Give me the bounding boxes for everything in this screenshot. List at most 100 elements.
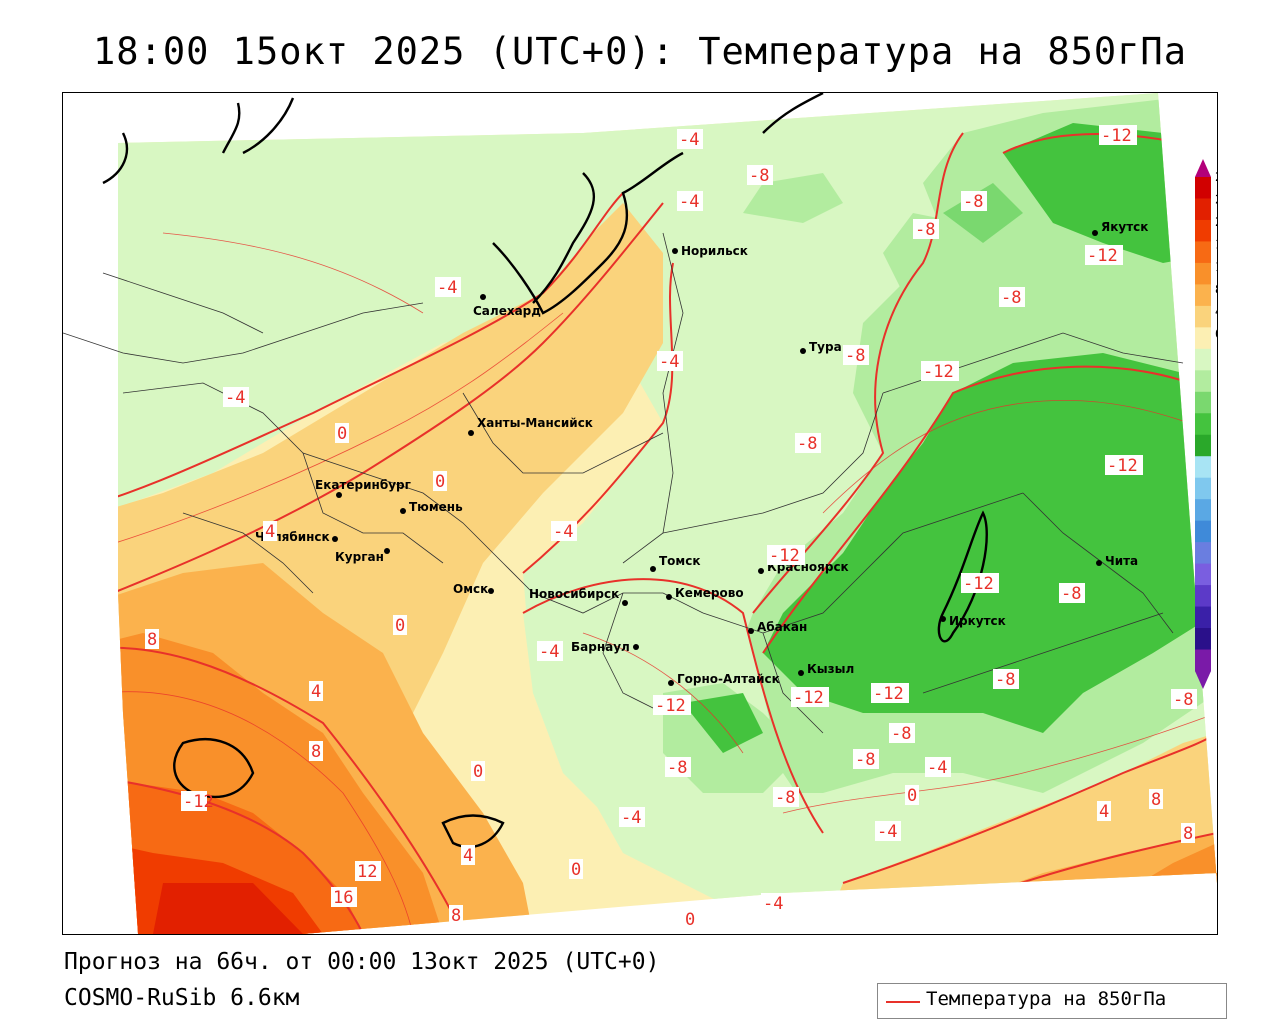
svg-text:16: 16 <box>333 888 353 908</box>
svg-text:-8: -8 <box>1173 690 1193 710</box>
svg-text:Кызыл: Кызыл <box>807 662 854 676</box>
contour-label: -8 <box>993 669 1019 690</box>
colorbar-bin <box>1195 456 1211 479</box>
colorbar-tick-label: -16 <box>1215 417 1217 431</box>
colorbar-tick-label: -24 <box>1215 462 1217 476</box>
city-khanty-mansiysk: Ханты-Мансийск <box>468 416 593 436</box>
contour-label: -4 <box>537 641 563 662</box>
svg-text:12: 12 <box>357 862 377 882</box>
contour-label: 4 <box>461 845 475 866</box>
svg-text:-12: -12 <box>923 362 954 382</box>
svg-text:-8: -8 <box>963 192 983 212</box>
contour-label: -4 <box>657 351 683 372</box>
contour-label: -4 <box>761 893 787 914</box>
contour-label: -12 <box>791 687 829 708</box>
colorbar-tick-label: 0 <box>1215 327 1217 341</box>
contour-label: 8 <box>309 741 323 762</box>
colorbar-tick-label: 8 <box>1215 282 1217 296</box>
colorbar-tick-label: -28 <box>1215 484 1217 498</box>
svg-text:-4: -4 <box>679 192 699 212</box>
city-markers: Салехард Норильск Якутск Тура Ханты-Манс… <box>255 220 1148 686</box>
svg-text:-8: -8 <box>855 750 875 770</box>
contour-label: -4 <box>223 387 249 408</box>
contour-label: -8 <box>913 219 939 240</box>
svg-text:-8: -8 <box>995 670 1015 690</box>
contour-label: 8 <box>1149 789 1163 810</box>
svg-text:-4: -4 <box>225 388 245 408</box>
contour-label: -12 <box>1085 245 1123 266</box>
svg-text:Норильск: Норильск <box>681 244 748 258</box>
svg-text:-12: -12 <box>655 696 686 716</box>
contour-label: -8 <box>889 723 915 744</box>
colorbar-bin <box>1195 219 1211 242</box>
city-irkutsk: Иркутск <box>940 614 1006 628</box>
colorbar-tick-label: -56 <box>1215 642 1217 656</box>
svg-text:0: 0 <box>473 762 483 782</box>
city-kurgan: Курган <box>335 548 390 564</box>
colorbar-bin <box>1195 649 1211 672</box>
colorbar-tick-label: -12 <box>1215 395 1217 409</box>
city-chita: Чита <box>1096 554 1138 568</box>
contour-label: 4 <box>1097 801 1111 822</box>
colorbar-tick-label: -32 <box>1215 507 1217 521</box>
legend: Температура на 850гПа <box>877 983 1227 1019</box>
page-title: 18:00 15окт 2025 (UTC+0): Температура на… <box>93 30 1187 73</box>
colorbar-tick-label: 20 <box>1215 215 1217 229</box>
contour-label: -4 <box>677 191 703 212</box>
contour-label: -8 <box>843 345 869 366</box>
contour-label: -8 <box>961 191 987 212</box>
city-tomsk: Томск <box>650 554 701 572</box>
contour-label: 0 <box>683 909 697 930</box>
map-panel: Салехард Норильск Якутск Тура Ханты-Манс… <box>62 92 1218 935</box>
contour-label: 8 <box>1181 823 1195 844</box>
city-salekhard: Салехард <box>473 294 541 318</box>
svg-text:8: 8 <box>147 630 157 650</box>
svg-text:-12: -12 <box>1101 126 1132 146</box>
contour-labels: -4 -4 -8 -12 -8 -8 -12 -8 -4 -4 -8 -12 -… <box>145 125 1197 930</box>
contour-label: -8 <box>999 287 1025 308</box>
svg-text:8: 8 <box>451 906 461 926</box>
city-abakan: Абакан <box>748 620 807 634</box>
contour-label: -8 <box>795 433 821 454</box>
contour-label: 8 <box>449 905 463 926</box>
colorbar-bin <box>1195 284 1211 307</box>
colorbar-tick-label: -60 <box>1215 664 1217 678</box>
svg-text:-8: -8 <box>1001 288 1021 308</box>
svg-text:0: 0 <box>337 424 347 444</box>
colorbar-tick-label: -44 <box>1215 574 1217 588</box>
contour-label: -12 <box>181 791 214 812</box>
colorbar: 28 24 20 16 12 8 4 0 -4 -8 -12 -16 -20 -24 -28 -32 -36 -4… <box>1195 159 1217 689</box>
city-yekaterinburg: Екатеринбург <box>315 478 411 498</box>
svg-text:Тура: Тура <box>809 340 842 354</box>
svg-text:-12: -12 <box>183 792 214 812</box>
svg-text:Томск: Томск <box>659 554 701 568</box>
svg-text:4: 4 <box>1099 802 1109 822</box>
field-minus12 <box>763 353 1217 733</box>
contour-label: -4 <box>925 757 951 778</box>
svg-text:-8: -8 <box>667 758 687 778</box>
svg-text:-8: -8 <box>749 166 769 186</box>
forecast-info: Прогноз на 66ч. от 00:00 13окт 2025 (UTC… <box>64 949 660 975</box>
svg-text:0: 0 <box>571 860 581 880</box>
city-kemerovo: Кемерово <box>666 586 744 600</box>
contour-label: -8 <box>747 165 773 186</box>
svg-text:-4: -4 <box>763 894 783 914</box>
contour-label: -8 <box>853 749 879 770</box>
contour-label: 0 <box>905 785 919 806</box>
svg-text:Новосибирск: Новосибирск <box>529 587 619 601</box>
contour-label: 12 <box>355 861 381 882</box>
contour-label: -12 <box>871 683 909 704</box>
contour-label: 0 <box>393 615 407 636</box>
svg-text:-4: -4 <box>539 642 559 662</box>
contour-label: -4 <box>435 277 461 298</box>
svg-text:-8: -8 <box>891 724 911 744</box>
svg-text:Барнаул: Барнаул <box>571 640 630 654</box>
colorbar-tick-label: -40 <box>1215 552 1217 566</box>
contour-label: -8 <box>773 787 799 808</box>
colorbar-bin <box>1195 434 1211 457</box>
svg-text:4: 4 <box>265 522 275 542</box>
colorbar-tick-label: -4 <box>1215 350 1217 364</box>
contour-label: -12 <box>1105 455 1143 476</box>
colorbar-tick-label: 4 <box>1215 305 1217 319</box>
colorbar-bin <box>1195 499 1211 522</box>
